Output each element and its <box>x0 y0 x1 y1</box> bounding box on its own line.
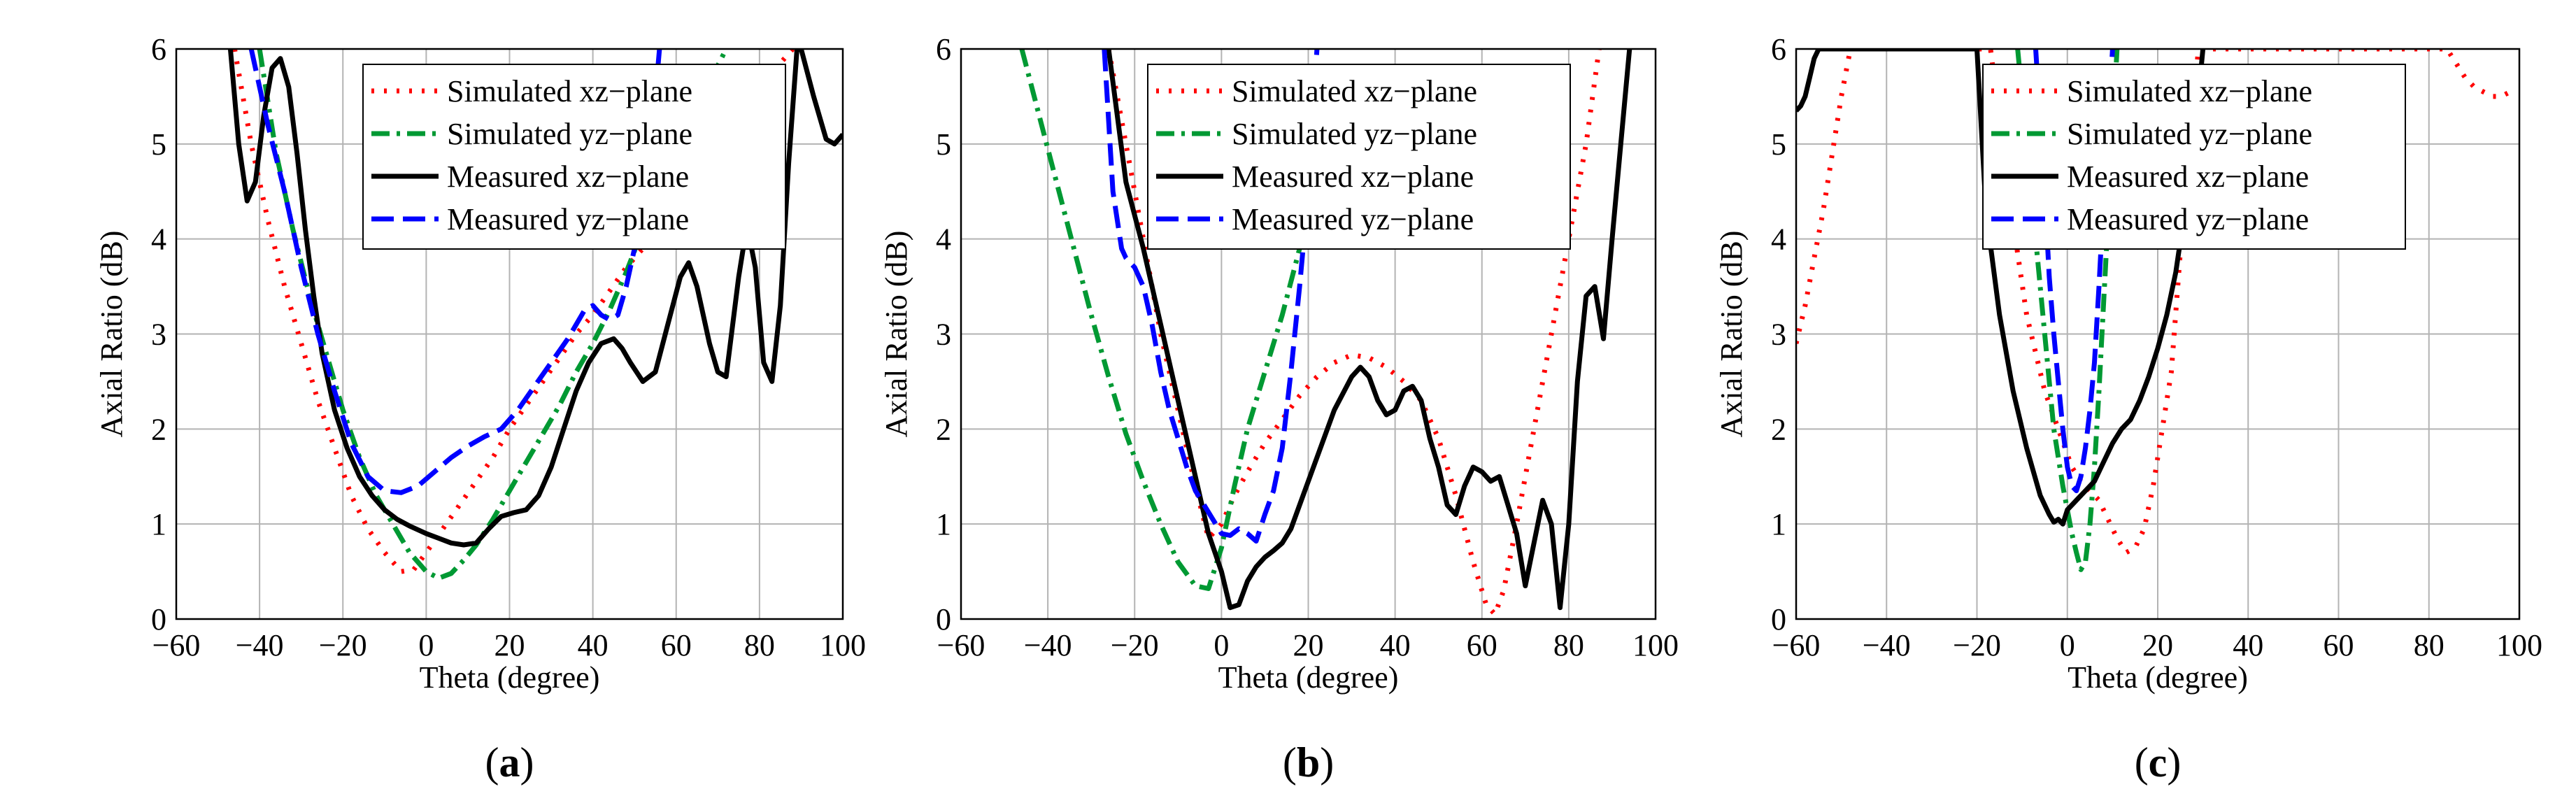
panel-label: (b) <box>1283 739 1334 786</box>
x-tick-label: −60 <box>937 628 985 662</box>
y-tick-label: 3 <box>151 318 166 352</box>
y-tick-label: 0 <box>1771 602 1786 637</box>
x-tick-label: 20 <box>2142 628 2173 662</box>
legend-label: Simulated yz−plane <box>447 117 692 151</box>
x-tick-label: 80 <box>2414 628 2445 662</box>
x-tick-label: 20 <box>494 628 525 662</box>
y-tick-label: 1 <box>151 507 166 541</box>
y-tick-label: 1 <box>936 507 951 541</box>
legend: Simulated xz−plane Simulated yz−plane Meas… <box>1147 64 1571 250</box>
x-tick-label: −40 <box>1863 628 1911 662</box>
x-tick-label: −60 <box>1772 628 1821 662</box>
x-tick-label: −60 <box>152 628 201 662</box>
y-tick-label: 5 <box>1771 127 1786 162</box>
series-line-2 <box>2015 49 2120 572</box>
legend-label: Measured xz−plane <box>447 159 689 194</box>
legend-label: Simulated xz−plane <box>447 74 692 108</box>
x-tick-label: −20 <box>1953 628 2001 662</box>
series-line-4 <box>2033 49 2115 494</box>
legend-label: Simulated yz−plane <box>1232 117 1477 151</box>
y-tick-label: 3 <box>936 318 951 352</box>
y-tick-label: 4 <box>151 222 166 257</box>
y-tick-label: 6 <box>151 32 166 66</box>
legend-label: Measured yz−plane <box>1232 202 1474 236</box>
plot-frame <box>175 48 844 620</box>
series-group <box>227 49 843 581</box>
legend-label: Simulated xz−plane <box>2067 74 2312 108</box>
y-tick-label: 2 <box>936 412 951 446</box>
legend: Simulated xz−plane Simulated yz−plane Meas… <box>1982 64 2406 250</box>
x-tick-label: 100 <box>1632 628 1679 662</box>
x-tick-label: 60 <box>1467 628 1497 662</box>
legend-box <box>1982 64 2406 250</box>
y-axis-label: Axial Ratio (dB) <box>879 231 913 438</box>
x-tick-label: −40 <box>236 628 284 662</box>
x-tick-label: 60 <box>661 628 692 662</box>
series-line-3 <box>1106 49 1632 611</box>
series-line-4 <box>1102 49 1320 544</box>
x-tick-label: 0 <box>1214 628 1229 662</box>
y-tick-label: 2 <box>151 412 166 446</box>
x-tick-label: 100 <box>820 628 866 662</box>
x-axis-label: Theta (degree) <box>1218 660 1399 695</box>
x-tick-label: −40 <box>1024 628 1072 662</box>
y-tick-label: 1 <box>1771 507 1786 541</box>
y-tick-label: 4 <box>936 222 951 257</box>
series-group <box>1796 49 2512 572</box>
x-tick-label: 0 <box>418 628 434 662</box>
x-tick-label: 80 <box>1553 628 1584 662</box>
legend: Simulated xz−plane Simulated yz−plane Meas… <box>362 64 786 250</box>
series-line-4 <box>248 49 662 495</box>
panel-b: −60 −40 −20 0 20 40 60 80 100 0 1 2 3 4 5 6 Simulated xz… <box>879 32 1679 786</box>
legend-box <box>362 64 786 250</box>
y-tick-label: 4 <box>1771 222 1786 257</box>
x-tick-label: 40 <box>2233 628 2263 662</box>
x-tick-label: 20 <box>1293 628 1324 662</box>
plot-frame <box>960 48 1657 620</box>
x-tick-label: 60 <box>2324 628 2354 662</box>
x-tick-label: 40 <box>578 628 609 662</box>
legend-label: Measured yz−plane <box>2067 202 2309 236</box>
legend-label: Simulated yz−plane <box>2067 117 2312 151</box>
x-axis-label: Theta (degree) <box>2068 660 2248 695</box>
y-axis-label: Axial Ratio (dB) <box>94 231 129 438</box>
x-tick-label: 0 <box>2060 628 2075 662</box>
legend-box <box>1147 64 1571 250</box>
x-tick-label: −20 <box>319 628 367 662</box>
x-tick-label: 40 <box>1380 628 1411 662</box>
series-line-3 <box>227 49 843 548</box>
x-tick-label: 80 <box>744 628 775 662</box>
y-tick-label: 0 <box>151 602 166 637</box>
y-tick-label: 0 <box>936 602 951 637</box>
legend-label: Measured xz−plane <box>1232 159 1474 194</box>
series-line-3 <box>1796 49 2206 527</box>
panel-label: (c) <box>2135 739 2182 786</box>
legend-label: Measured xz−plane <box>2067 159 2309 194</box>
x-tick-label: 100 <box>2496 628 2542 662</box>
plot-frame <box>1795 48 2521 620</box>
panel-a: −60 −40 −20 0 20 40 60 80 100 0 1 2 3 4 5 6 Simulated xz… <box>94 32 866 786</box>
series-line-2 <box>1019 49 1320 591</box>
legend-label: Measured yz−plane <box>447 202 689 236</box>
panel-c: −60 −40 −20 0 20 40 60 80 100 0 1 2 3 4 5 6 Simulated xz… <box>1714 32 2542 786</box>
y-tick-label: 6 <box>1771 32 1786 66</box>
y-tick-label: 2 <box>1771 412 1786 446</box>
y-tick-label: 3 <box>1771 318 1786 352</box>
y-tick-label: 5 <box>151 127 166 162</box>
series-group <box>1019 49 1632 617</box>
y-tick-label: 5 <box>936 127 951 162</box>
y-axis-label: Axial Ratio (dB) <box>1714 231 1749 438</box>
x-tick-label: −20 <box>1111 628 1159 662</box>
panel-label: (a) <box>485 739 534 786</box>
x-axis-label: Theta (degree) <box>420 660 600 695</box>
legend-label: Simulated xz−plane <box>1232 74 1477 108</box>
y-tick-label: 6 <box>936 32 951 66</box>
